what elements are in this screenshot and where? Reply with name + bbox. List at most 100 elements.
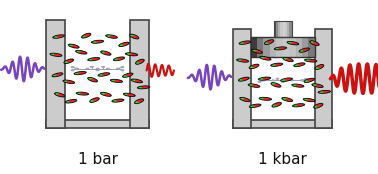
- Text: 1 kbar: 1 kbar: [258, 152, 307, 167]
- Ellipse shape: [288, 42, 295, 44]
- Ellipse shape: [122, 42, 129, 45]
- Ellipse shape: [297, 63, 304, 66]
- Ellipse shape: [84, 34, 90, 37]
- Circle shape: [76, 68, 79, 69]
- Bar: [276, 21, 278, 37]
- Ellipse shape: [307, 78, 314, 81]
- Ellipse shape: [251, 49, 263, 53]
- Ellipse shape: [101, 51, 111, 55]
- Ellipse shape: [113, 57, 125, 61]
- Ellipse shape: [310, 41, 319, 46]
- Ellipse shape: [318, 65, 323, 68]
- Ellipse shape: [237, 59, 249, 62]
- Ellipse shape: [275, 103, 281, 106]
- Ellipse shape: [117, 57, 124, 60]
- Ellipse shape: [79, 51, 86, 54]
- Ellipse shape: [69, 44, 76, 47]
- Ellipse shape: [127, 94, 135, 96]
- Ellipse shape: [296, 85, 303, 87]
- Ellipse shape: [88, 77, 98, 82]
- Ellipse shape: [126, 73, 132, 76]
- Ellipse shape: [126, 53, 133, 55]
- Ellipse shape: [260, 97, 267, 100]
- Ellipse shape: [265, 40, 274, 45]
- Circle shape: [71, 66, 74, 68]
- Ellipse shape: [285, 78, 292, 81]
- Bar: [283, 21, 285, 37]
- Ellipse shape: [297, 104, 304, 106]
- Ellipse shape: [98, 73, 110, 76]
- Ellipse shape: [271, 83, 278, 86]
- Ellipse shape: [305, 59, 313, 62]
- Bar: [276, 37, 283, 57]
- Ellipse shape: [293, 104, 305, 107]
- Circle shape: [121, 66, 124, 68]
- Ellipse shape: [137, 99, 143, 102]
- Ellipse shape: [281, 79, 288, 81]
- Ellipse shape: [124, 93, 131, 96]
- Ellipse shape: [105, 35, 118, 38]
- Ellipse shape: [100, 92, 112, 96]
- Circle shape: [276, 78, 279, 79]
- Ellipse shape: [242, 77, 249, 80]
- Circle shape: [258, 78, 261, 80]
- Ellipse shape: [305, 80, 311, 82]
- Ellipse shape: [283, 57, 293, 62]
- Circle shape: [272, 80, 275, 81]
- Ellipse shape: [125, 53, 138, 56]
- Circle shape: [116, 68, 119, 69]
- Ellipse shape: [114, 58, 121, 61]
- Ellipse shape: [303, 98, 315, 102]
- Ellipse shape: [267, 40, 273, 43]
- Ellipse shape: [67, 81, 74, 83]
- Circle shape: [305, 81, 308, 82]
- Bar: [46, 20, 65, 128]
- Ellipse shape: [104, 52, 110, 55]
- Ellipse shape: [69, 100, 76, 102]
- Ellipse shape: [75, 72, 82, 74]
- Ellipse shape: [241, 60, 248, 62]
- Ellipse shape: [112, 99, 124, 102]
- Ellipse shape: [252, 85, 259, 87]
- Ellipse shape: [110, 36, 117, 38]
- Ellipse shape: [249, 66, 256, 69]
- Ellipse shape: [106, 35, 113, 37]
- Ellipse shape: [305, 59, 317, 62]
- Circle shape: [102, 66, 105, 68]
- Ellipse shape: [263, 98, 271, 100]
- Circle shape: [96, 68, 99, 69]
- Ellipse shape: [309, 60, 316, 62]
- Ellipse shape: [138, 60, 144, 63]
- Ellipse shape: [130, 53, 137, 56]
- Ellipse shape: [322, 90, 330, 93]
- Ellipse shape: [130, 34, 136, 37]
- Ellipse shape: [92, 58, 99, 60]
- Bar: [251, 37, 315, 57]
- Ellipse shape: [130, 34, 139, 39]
- Ellipse shape: [76, 50, 83, 53]
- Ellipse shape: [119, 44, 126, 46]
- Bar: [283, 37, 289, 57]
- Ellipse shape: [273, 104, 279, 107]
- Ellipse shape: [272, 102, 282, 107]
- Ellipse shape: [284, 58, 290, 60]
- Ellipse shape: [316, 66, 321, 69]
- Ellipse shape: [250, 105, 257, 107]
- Ellipse shape: [252, 50, 259, 52]
- Ellipse shape: [65, 100, 77, 103]
- Ellipse shape: [300, 49, 306, 52]
- Ellipse shape: [123, 93, 135, 97]
- Ellipse shape: [239, 41, 251, 44]
- Bar: [278, 21, 280, 37]
- Ellipse shape: [274, 84, 280, 87]
- Bar: [233, 120, 332, 128]
- Ellipse shape: [90, 99, 96, 102]
- Circle shape: [281, 81, 284, 82]
- Ellipse shape: [240, 98, 247, 100]
- Ellipse shape: [78, 72, 85, 74]
- Ellipse shape: [138, 86, 146, 89]
- Ellipse shape: [63, 80, 75, 84]
- Ellipse shape: [136, 61, 142, 64]
- Ellipse shape: [57, 35, 64, 37]
- Ellipse shape: [313, 42, 319, 45]
